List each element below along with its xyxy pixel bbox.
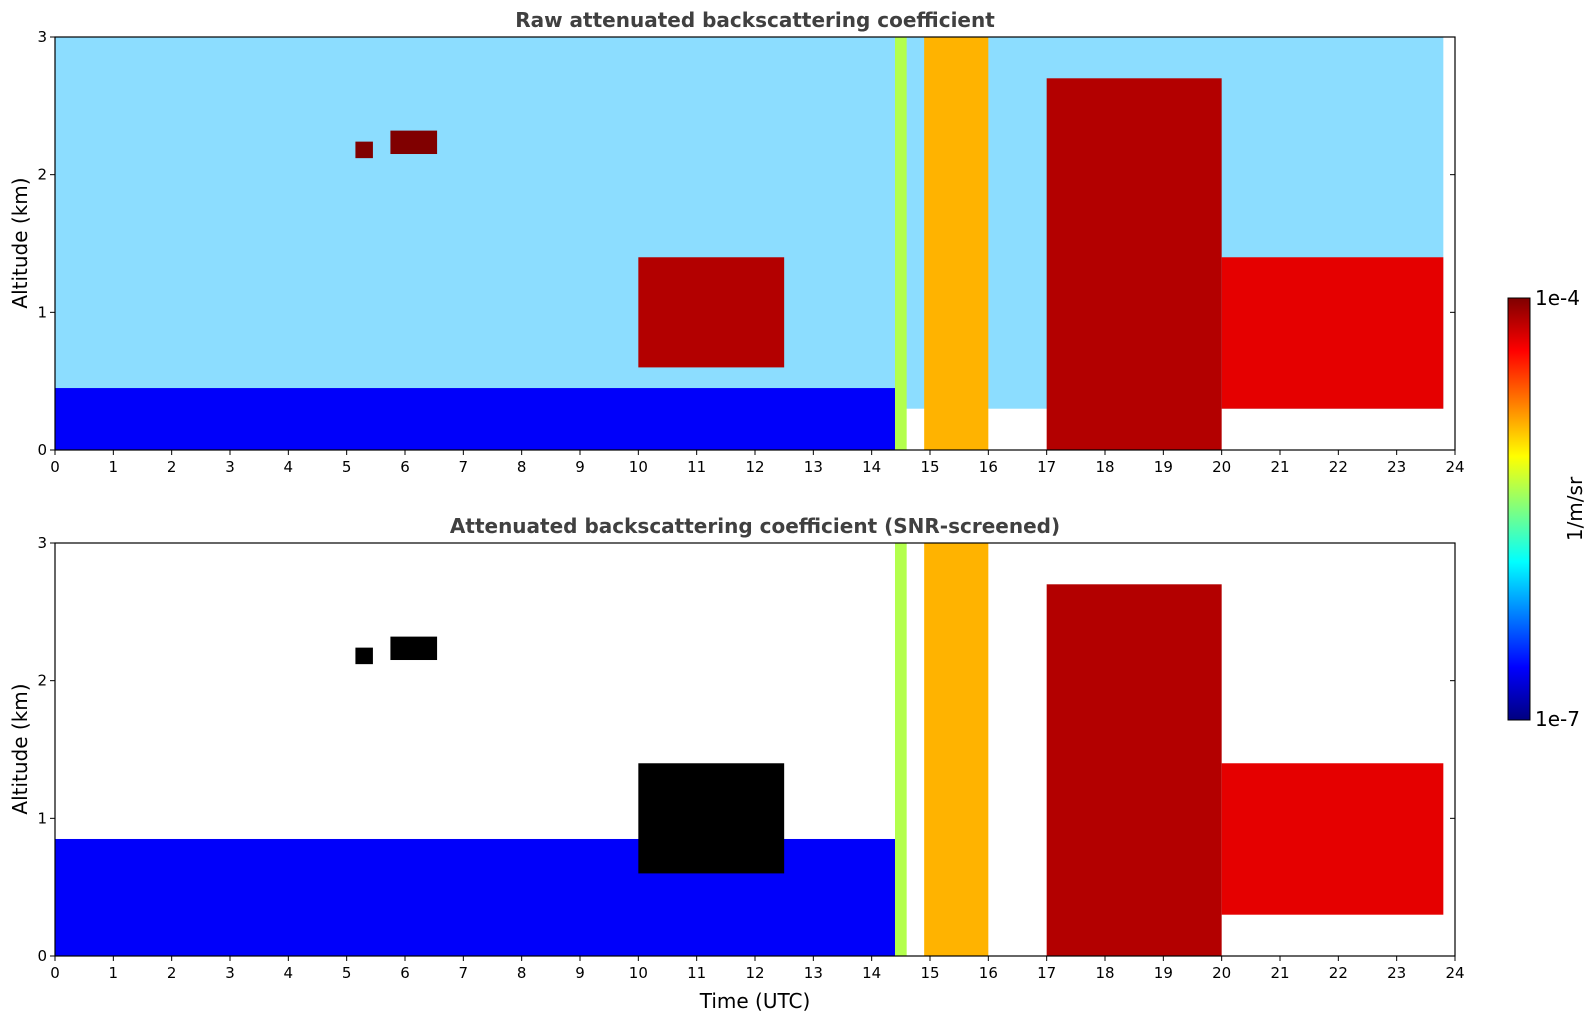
x-tick-label: 1	[109, 458, 119, 476]
x-tick-label: 7	[459, 458, 469, 476]
heatmap-feature-boundary-layer	[55, 388, 895, 450]
x-tick-label: 11	[687, 964, 706, 982]
x-tick-label: 4	[284, 964, 294, 982]
y-tick-label: 1	[37, 303, 47, 321]
x-tick-label: 17	[1037, 964, 1056, 982]
heatmap-feature-elevated-cloud	[355, 141, 373, 159]
x-tick-label: 14	[862, 458, 881, 476]
x-tick-label: 3	[225, 964, 235, 982]
heatmap-feature-precipitation-column	[924, 543, 989, 956]
x-tick-label: 10	[629, 458, 648, 476]
x-tick-label: 3	[225, 458, 235, 476]
panel-raw-heatmap	[55, 37, 1444, 450]
y-tick-label: 3	[37, 28, 47, 46]
panel-screened: Attenuated backscattering coefficient (S…	[8, 514, 1465, 1013]
x-tick-label: 19	[1154, 964, 1173, 982]
x-tick-label: 8	[517, 458, 527, 476]
colorbar-bar	[1507, 297, 1531, 721]
heatmap-feature-elevated-cloud	[390, 130, 438, 155]
x-tick-label: 12	[745, 458, 764, 476]
x-tick-label: 21	[1270, 458, 1289, 476]
x-tick-label: 20	[1212, 458, 1231, 476]
colorbar-label: 1/m/sr	[1563, 476, 1587, 541]
heatmap-feature-descending-cloud	[1046, 78, 1222, 450]
panel-raw-title: Raw attenuated backscattering coefficien…	[515, 8, 995, 32]
x-tick-label: 15	[920, 964, 939, 982]
x-tick-label: 19	[1154, 458, 1173, 476]
colorbar-max-label: 1e-4	[1535, 286, 1580, 310]
x-tick-label: 15	[920, 458, 939, 476]
x-tick-label: 24	[1445, 458, 1464, 476]
x-tick-label: 22	[1329, 964, 1348, 982]
x-tick-label: 13	[804, 458, 823, 476]
heatmap-feature-precipitation-column	[895, 37, 907, 450]
panel-raw: Raw attenuated backscattering coefficien…	[8, 8, 1465, 476]
x-tick-label: 13	[804, 964, 823, 982]
x-tick-label: 24	[1445, 964, 1464, 982]
y-tick-label: 1	[37, 809, 47, 827]
heatmap-feature-precipitation-column	[895, 543, 907, 956]
x-tick-label: 8	[517, 964, 527, 982]
x-tick-label: 20	[1212, 964, 1231, 982]
x-tick-label: 14	[862, 964, 881, 982]
panel-screened-y-ticks: 0 1 2 3	[37, 534, 1455, 965]
x-tick-label: 11	[687, 458, 706, 476]
x-tick-label: 2	[167, 964, 177, 982]
x-tick-label: 17	[1037, 458, 1056, 476]
heatmap-feature-cloud-layer	[1221, 763, 1444, 915]
x-tick-label: 18	[1095, 458, 1114, 476]
y-tick-label: 2	[37, 166, 47, 184]
x-tick-label: 9	[575, 458, 585, 476]
panel-screened-heatmap	[55, 543, 1444, 956]
x-tick-label: 16	[979, 964, 998, 982]
panel-screened-xlabel: Time (UTC)	[699, 989, 811, 1013]
x-tick-label: 5	[342, 964, 352, 982]
heatmap-feature-cloud-layer	[1221, 257, 1444, 409]
x-tick-label: 23	[1387, 458, 1406, 476]
y-tick-label: 0	[37, 947, 47, 965]
y-tick-label: 3	[37, 534, 47, 552]
x-tick-label: 12	[745, 964, 764, 982]
x-tick-label: 0	[50, 458, 60, 476]
x-tick-label: 1	[109, 964, 119, 982]
x-tick-label: 2	[167, 458, 177, 476]
colorbar-min-label: 1e-7	[1535, 707, 1580, 731]
y-tick-label: 0	[37, 441, 47, 459]
heatmap-feature-elevated-cloud	[355, 647, 373, 665]
heatmap-feature-elevated-cloud	[390, 636, 438, 661]
x-tick-label: 5	[342, 458, 352, 476]
heatmap-feature-broken-cloud	[638, 257, 785, 368]
x-tick-label: 18	[1095, 964, 1114, 982]
x-tick-label: 10	[629, 964, 648, 982]
panel-screened-ylabel: Altitude (km)	[8, 683, 32, 814]
x-tick-label: 23	[1387, 964, 1406, 982]
heatmap-feature-broken-cloud	[638, 763, 785, 874]
heatmap-feature-descending-cloud	[1046, 584, 1222, 956]
panel-screened-title: Attenuated backscattering coefficient (S…	[450, 514, 1060, 538]
panel-raw-ylabel: Altitude (km)	[8, 177, 32, 308]
x-tick-label: 7	[459, 964, 469, 982]
panel-raw-y-ticks: 0 1 2 3	[37, 28, 1455, 459]
y-tick-label: 2	[37, 672, 47, 690]
x-tick-label: 6	[400, 964, 410, 982]
x-tick-label: 0	[50, 964, 60, 982]
x-tick-label: 6	[400, 458, 410, 476]
x-tick-label: 16	[979, 458, 998, 476]
colorbar: 1e-4 1e-7 1/m/sr	[1507, 286, 1587, 731]
x-tick-label: 21	[1270, 964, 1289, 982]
heatmap-feature-precipitation-column	[924, 37, 989, 450]
x-tick-label: 22	[1329, 458, 1348, 476]
x-tick-label: 9	[575, 964, 585, 982]
panel-raw-x-ticks: 0 1 2 3 4 5 6 7 8 9 10 11 12 13 14 15 16 17 18 19 20 21 22 23 24	[50, 450, 1465, 476]
panel-screened-x-ticks: 0 1 2 3 4 5 6 7 8 9 10 11 12 13 14 15 16 17 18 19 20 21 22 23 24	[50, 956, 1465, 982]
x-tick-label: 4	[284, 458, 294, 476]
